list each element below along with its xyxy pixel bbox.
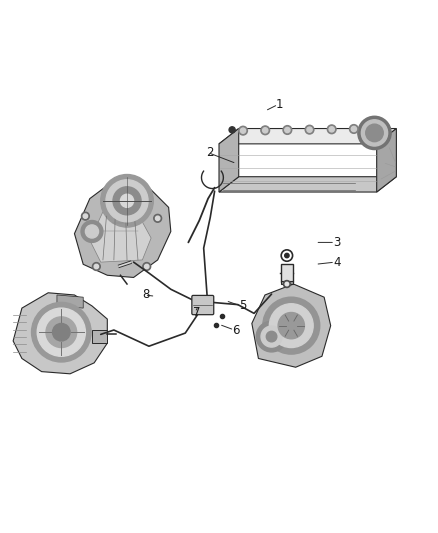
Circle shape (263, 128, 268, 133)
Circle shape (305, 125, 314, 134)
Polygon shape (13, 293, 107, 374)
Circle shape (307, 127, 312, 132)
Polygon shape (252, 284, 331, 367)
Circle shape (113, 187, 141, 215)
Circle shape (106, 180, 148, 222)
Text: 3: 3 (333, 236, 340, 249)
Polygon shape (92, 330, 107, 343)
Circle shape (285, 253, 289, 258)
Circle shape (261, 326, 282, 347)
Circle shape (358, 116, 391, 150)
Circle shape (269, 304, 313, 348)
FancyBboxPatch shape (192, 295, 214, 314)
Polygon shape (90, 212, 151, 262)
Text: 8: 8 (142, 288, 150, 302)
Circle shape (240, 128, 246, 133)
Text: 2: 2 (206, 146, 213, 159)
Polygon shape (57, 295, 83, 308)
Circle shape (94, 264, 99, 269)
Text: 6: 6 (232, 324, 240, 336)
Circle shape (145, 264, 149, 269)
Circle shape (329, 127, 334, 132)
Circle shape (155, 216, 160, 221)
Circle shape (154, 214, 162, 222)
Circle shape (120, 194, 134, 207)
Polygon shape (377, 128, 396, 192)
Text: 7: 7 (193, 306, 200, 319)
Polygon shape (74, 179, 171, 278)
Circle shape (46, 317, 77, 348)
Polygon shape (219, 128, 396, 144)
Circle shape (366, 124, 383, 142)
Circle shape (256, 321, 287, 352)
Circle shape (143, 263, 151, 270)
Circle shape (85, 225, 99, 238)
Circle shape (239, 126, 247, 135)
Circle shape (261, 126, 269, 135)
Circle shape (278, 312, 304, 339)
Circle shape (266, 332, 277, 342)
Circle shape (285, 282, 289, 286)
Circle shape (285, 127, 290, 133)
Circle shape (229, 127, 235, 133)
Circle shape (263, 297, 320, 354)
Polygon shape (219, 177, 396, 192)
Circle shape (37, 308, 85, 356)
Circle shape (92, 263, 100, 270)
Circle shape (53, 324, 70, 341)
Polygon shape (219, 128, 239, 192)
Text: 4: 4 (333, 256, 340, 269)
Circle shape (373, 126, 379, 131)
Circle shape (351, 126, 357, 132)
Text: 5: 5 (239, 300, 246, 312)
Circle shape (327, 125, 336, 134)
Circle shape (81, 212, 89, 220)
Circle shape (350, 125, 358, 133)
Circle shape (101, 174, 153, 227)
Circle shape (283, 126, 292, 134)
Circle shape (361, 120, 388, 146)
Circle shape (371, 124, 380, 133)
Text: 1: 1 (276, 98, 283, 111)
Circle shape (81, 221, 103, 243)
Bar (281, 264, 293, 282)
Circle shape (83, 214, 88, 219)
Circle shape (283, 280, 290, 287)
Bar (281, 280, 293, 284)
Circle shape (32, 302, 91, 362)
